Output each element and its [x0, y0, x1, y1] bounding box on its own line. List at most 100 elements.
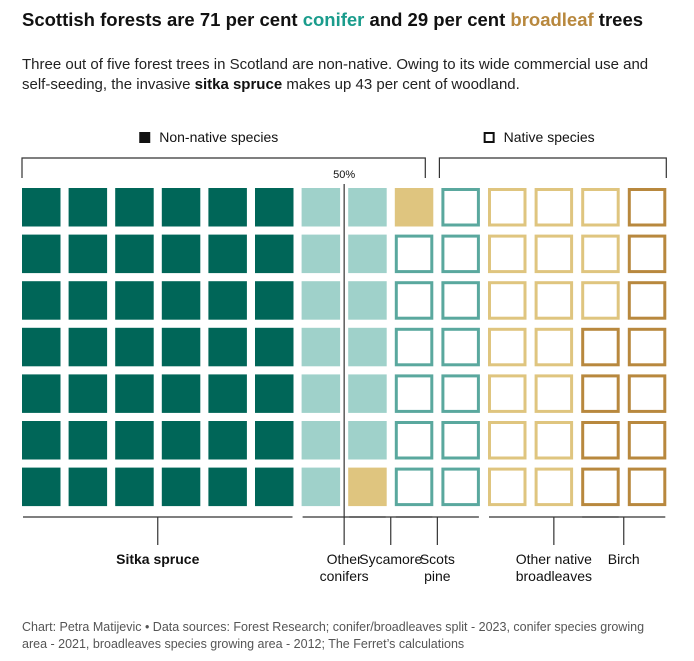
waffle-square-sitka-spruce [115, 467, 154, 507]
waffle-square-other-native-broadleaves [488, 281, 527, 320]
category-label-other-conifers: conifers [320, 568, 369, 584]
waffle-square-sitka-spruce [255, 421, 294, 460]
waffle-square-sitka-spruce [22, 188, 61, 227]
legend-native-icon [483, 132, 495, 143]
waffle-square-sitka-spruce [208, 421, 247, 460]
waffle-square-sitka-spruce [115, 327, 154, 367]
waffle-square-other-conifers [301, 421, 341, 460]
chart-title: Scottish forests are 71 per cent conifer… [22, 9, 643, 31]
waffle-square-sitka-spruce [255, 327, 294, 367]
waffle-square-birch [581, 467, 620, 507]
waffle-square-other-native-broadleaves [534, 327, 574, 367]
waffle-square-scots-pine [394, 421, 434, 460]
waffle-square-birch [627, 467, 667, 507]
legend-nonnative-icon [139, 132, 151, 143]
bracket-native [438, 157, 667, 178]
waffle-square-sitka-spruce [161, 467, 201, 507]
waffle-square-birch [627, 234, 667, 274]
waffle-square-sitka-spruce [115, 234, 154, 274]
waffle-square-scots-pine [441, 327, 480, 367]
waffle-square-other-conifers [301, 234, 341, 274]
waffle-square-sitka-spruce [68, 421, 108, 460]
waffle-square-sitka-spruce [208, 467, 247, 507]
waffle-square-sitka-spruce [68, 327, 108, 367]
waffle-square-other-native-broadleaves [488, 327, 527, 367]
waffle-square-sitka-spruce [68, 281, 108, 320]
waffle-square-other-native-broadleaves [488, 374, 527, 413]
category-label-sitka-spruce: Sitka spruce [116, 551, 199, 567]
waffle-square-other-conifers [348, 374, 387, 413]
waffle-square-other-native-broadleaves [534, 374, 574, 413]
waffle-square-sitka-spruce [161, 188, 201, 227]
waffle-grid: 50% [22, 169, 667, 518]
waffle-square-sitka-spruce [115, 281, 154, 320]
waffle-square-sycamore [394, 188, 434, 227]
waffle-square-sitka-spruce [68, 467, 108, 507]
category-label-scots-pine: pine [424, 568, 451, 584]
waffle-square-scots-pine [441, 374, 480, 413]
title-part-3: trees [593, 9, 644, 30]
title-part-2: and 29 per cent [364, 9, 511, 30]
subtitle-part-1: Three out of five forest trees in Scotla… [22, 56, 649, 93]
waffle-square-birch [581, 327, 620, 367]
waffle-square-sitka-spruce [255, 234, 294, 274]
title-conifer-word: conifer [302, 9, 365, 30]
waffle-square-sitka-spruce [22, 467, 61, 507]
waffle-square-other-conifers [348, 188, 387, 227]
waffle-square-scots-pine [394, 281, 434, 320]
waffle-square-sitka-spruce [161, 421, 201, 460]
title-part-1: Scottish forests are 71 per cent [22, 9, 303, 30]
waffle-square-scots-pine [441, 467, 480, 507]
waffle-square-birch [627, 421, 667, 460]
waffle-square-other-native-broadleaves [581, 281, 620, 320]
waffle-square-sitka-spruce [208, 234, 247, 274]
waffle-square-birch [627, 281, 667, 320]
waffle-square-sitka-spruce [68, 234, 108, 274]
waffle-square-sitka-spruce [22, 281, 61, 320]
waffle-square-other-native-broadleaves [534, 188, 574, 227]
waffle-square-scots-pine [394, 234, 434, 274]
waffle-square-scots-pine [394, 327, 434, 367]
category-labels: Sitka spruce OtherconifersSycamoreScotspi… [23, 516, 666, 584]
waffle-square-other-native-broadleaves [488, 188, 527, 227]
waffle-square-sitka-spruce [22, 234, 61, 274]
waffle-square-other-conifers [301, 281, 341, 320]
bracket-non-native [21, 157, 426, 178]
waffle-square-sitka-spruce [208, 281, 247, 320]
category-label-other-native-broadleaves: Other native [516, 551, 592, 567]
waffle-square-other-conifers [348, 327, 387, 367]
waffle-square-other-native-broadleaves [581, 188, 620, 227]
waffle-square-other-native-broadleaves [534, 281, 574, 320]
waffle-square-sitka-spruce [255, 467, 294, 507]
waffle-square-sitka-spruce [22, 374, 61, 413]
waffle-square-scots-pine [441, 188, 480, 227]
waffle-square-sitka-spruce [208, 188, 247, 227]
waffle-square-sycamore [348, 467, 387, 507]
waffle-square-sitka-spruce [255, 188, 294, 227]
waffle-square-other-conifers [348, 421, 387, 460]
group-brackets [21, 157, 667, 178]
waffle-square-scots-pine [394, 374, 434, 413]
waffle-square-sitka-spruce [68, 374, 108, 413]
waffle-square-sitka-spruce [208, 374, 247, 413]
waffle-square-birch [627, 188, 667, 227]
waffle-square-sitka-spruce [208, 327, 247, 367]
waffle-square-sitka-spruce [161, 234, 201, 274]
waffle-square-other-native-broadleaves [488, 421, 527, 460]
subtitle-part-2: makes up 43 per cent of woodland. [282, 76, 520, 93]
waffle-square-other-native-broadleaves [488, 234, 527, 274]
waffle-square-sitka-spruce [115, 188, 154, 227]
waffle-square-sitka-spruce [68, 188, 108, 227]
category-label-birch: Birch [608, 551, 640, 567]
waffle-square-birch [627, 327, 667, 367]
waffle-square-other-conifers [348, 234, 387, 274]
waffle-square-sitka-spruce [161, 281, 201, 320]
waffle-square-birch [627, 374, 667, 413]
waffle-square-other-conifers [301, 327, 341, 367]
category-label-other-conifers: Other [327, 551, 362, 567]
title-broadleaf-word: broadleaf [510, 9, 594, 30]
waffle-square-other-native-broadleaves [534, 234, 574, 274]
waffle-square-scots-pine [394, 467, 434, 507]
waffle-square-sitka-spruce [161, 327, 201, 367]
